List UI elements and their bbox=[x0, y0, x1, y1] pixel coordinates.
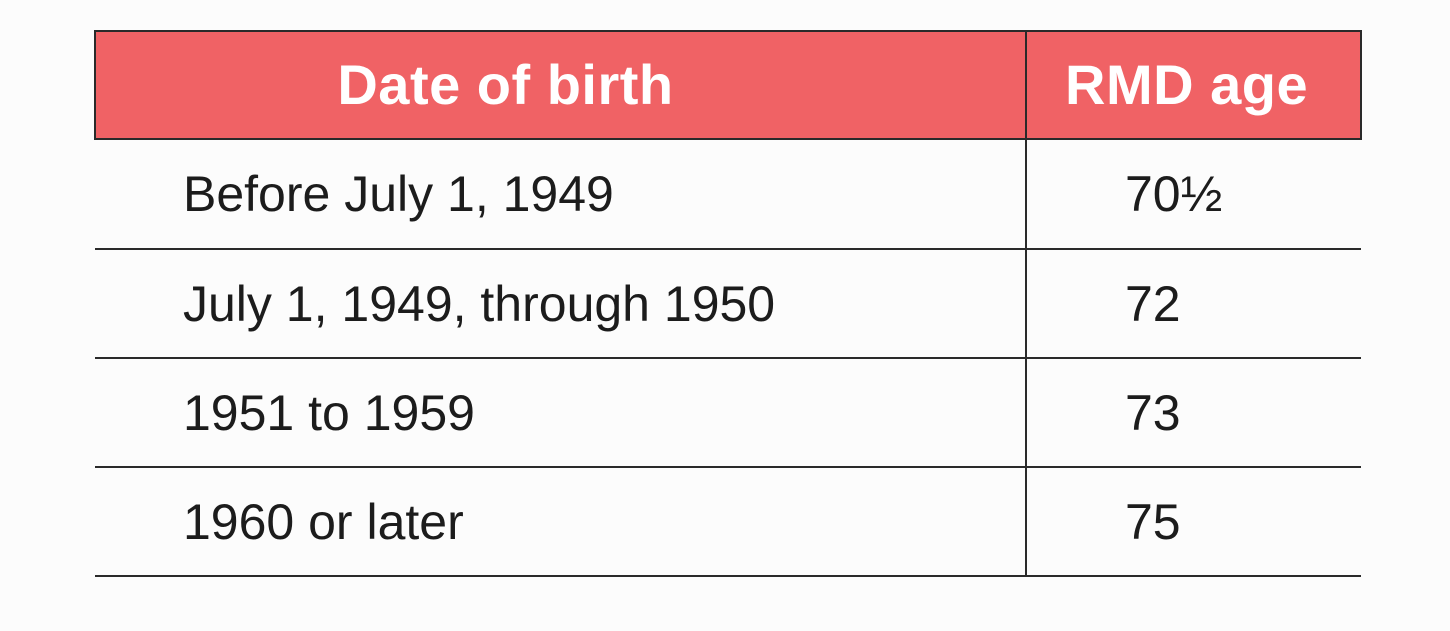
rmd-age-cell: 72 bbox=[1026, 249, 1361, 359]
header-row: Date of birth RMD age bbox=[94, 30, 1362, 140]
table-header: Date of birth RMD age bbox=[94, 30, 1362, 140]
date-of-birth-cell: 1951 to 1959 bbox=[95, 358, 1027, 468]
date-of-birth-cell: July 1, 1949, through 1950 bbox=[95, 249, 1027, 359]
table-row: 1951 to 1959 73 bbox=[95, 358, 1361, 468]
rmd-age-cell: 75 bbox=[1026, 467, 1361, 577]
rmd-age-cell: 70½ bbox=[1026, 139, 1361, 250]
table-body: Before July 1, 1949 70½ July 1, 1949, th… bbox=[95, 139, 1361, 577]
rmd-age-table: Date of birth RMD age Before July 1, 194… bbox=[94, 30, 1362, 577]
column-header-rmd-age: RMD age bbox=[1025, 30, 1362, 140]
table-row: 1960 or later 75 bbox=[95, 467, 1361, 577]
column-header-date-of-birth: Date of birth bbox=[94, 30, 1027, 140]
date-of-birth-cell: Before July 1, 1949 bbox=[95, 139, 1027, 250]
date-of-birth-cell: 1960 or later bbox=[95, 467, 1027, 577]
rmd-age-cell: 73 bbox=[1026, 358, 1361, 468]
table-row: Before July 1, 1949 70½ bbox=[95, 139, 1361, 250]
table-row: July 1, 1949, through 1950 72 bbox=[95, 249, 1361, 359]
